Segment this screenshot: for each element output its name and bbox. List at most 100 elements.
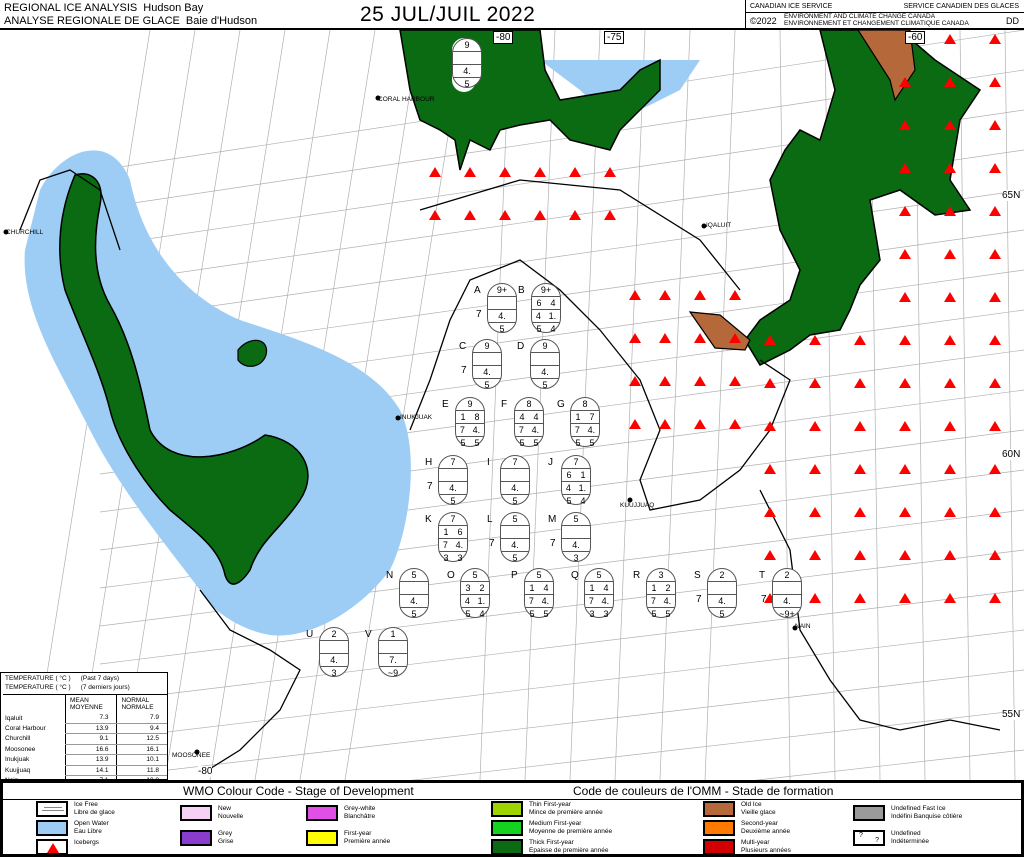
egg-total: 7 [573,457,579,467]
temp-mean: 13.9 [64,754,117,766]
legend-label: Undefined Indéterminée [891,830,929,845]
egg-forms: ~9 [387,668,399,678]
egg-label: F [501,399,508,410]
egg-code: 9 4. 5 [530,339,560,390]
iceberg-icon [854,464,866,474]
iceberg-icon [429,167,441,177]
thick-first-year-north [399,30,661,171]
legend-label: Grey-white Blanchâtre [344,805,376,820]
meridian-line [344,30,466,780]
egg-partials: 8 [474,412,480,422]
legend-label: Undefined Fast Ice Indéfini Banquise côti… [891,805,963,820]
title-en: REGIONAL ICE ANALYSIS [4,2,138,14]
egg-label: H [425,457,433,468]
place-label: NAIN [795,623,811,630]
iceberg-icon [809,335,821,345]
egg-label: L [487,514,493,525]
egg-label: A [474,285,481,296]
iceberg-icon [854,335,866,345]
egg-code: 5 1 4 7 4. 3 3 [584,568,614,619]
iceberg-icon [989,378,1001,388]
legend-label: Icebergs [74,839,99,846]
iceberg-icon [809,507,821,517]
legend-label: Medium First-year Moyenne de première ann… [529,820,613,835]
egg-forms: 5 [566,496,572,506]
settlement-dot [701,223,707,229]
temp-mean: 9.1 [64,733,117,745]
temp-period-fr: (7 derniers jours) [80,684,130,691]
egg-trace-stage: 7 [476,309,482,320]
egg-code: 9+ 6 4 4 1. 5 4 [531,283,561,334]
iceberg-icon [629,376,641,386]
egg-partials: 1 [651,583,657,593]
col-normal: NORMAL NORMALE [116,694,167,713]
iceberg-icon [629,419,641,429]
iceberg-icon [764,550,776,560]
legend-swatch [180,830,212,846]
egg-forms: 4 [479,609,485,619]
iceberg-icon [899,464,911,474]
chart-header: REGIONAL ICE ANALYSIS Hudson Bay ANALYSE … [0,0,1024,30]
egg-label: K [425,514,432,525]
parallel-line [99,589,1024,703]
temp-station: Churchill [5,735,31,743]
egg-total: 5 [472,570,478,580]
iceberg-icon [989,206,1001,216]
region-fr: Baie d'Hudson [185,15,258,27]
meridian-line [779,30,791,780]
iceberg-icon [899,120,911,130]
thick-first-year-east [744,30,982,366]
iceberg-icon [944,550,956,560]
egg-total: 9 [464,40,470,50]
egg-total: 8 [526,399,532,409]
temperature-row: Coral Harbour 13.9 9.4 [3,723,167,734]
iceberg-icon [989,335,1001,345]
egg-code: 5 4. 5 [399,568,429,619]
iceberg-icon [809,550,821,560]
egg-code: 1 7. ~9 [378,627,408,678]
egg-code: 3 1 2 7 4. 5 5 [646,568,676,619]
egg-trace-stage: 7 [427,481,433,492]
egg-partials: 4 [519,412,525,422]
temperature-row: Iqaluit 7.3 7.9 [3,713,167,724]
egg-label: B [518,285,525,296]
legend-title-fr: Code de couleurs de l'OMM - Stade de for… [573,784,834,798]
egg-partials: 6 [566,470,572,480]
dept-en: ENVIRONMENT AND CLIMATE CHANGE CANADA [784,13,936,20]
iceberg-icon [944,120,956,130]
egg-trace-stage: 7 [696,594,702,605]
iceberg-icon [569,210,581,220]
egg-partials: 1 [575,412,581,422]
egg-stages: 4 [464,596,470,606]
egg-trace-stage: 7 [550,538,556,549]
iceberg-icon [989,77,1001,87]
iceberg-icon [729,376,741,386]
coastline [19,169,1001,776]
thick-first-year-island [237,339,268,367]
meridian-line [959,30,971,780]
iceberg-icon [854,593,866,603]
settlement-dot [3,229,9,235]
egg-stages: 4. [601,596,610,606]
egg-stages: 7 [650,596,656,606]
legend-label: Ice Free Libre de glace [74,801,115,816]
temp-normal: 12.5 [116,733,167,745]
egg-forms: 5 [575,438,581,448]
parallel-line [99,549,1024,665]
egg-forms: 5 [465,609,471,619]
temp-station: Kuujjuaq [5,766,31,774]
egg-stages: 1. [578,483,587,493]
longitude-label: -80 [198,766,213,777]
temp-mean: 7.3 [64,713,117,724]
iceberg-icon [989,120,1001,130]
egg-forms: 5 [450,496,456,506]
legend-swatch [853,805,885,821]
iceberg-icon [694,376,706,386]
egg-stages: 4. [472,425,481,435]
egg-label: D [517,341,525,352]
egg-stages: 4. [483,367,491,377]
egg-forms: 5 [512,553,518,563]
egg-code: 9 4. 5 [452,38,482,89]
egg-partials: 6 [457,527,463,537]
egg-forms: 3 [457,553,463,563]
